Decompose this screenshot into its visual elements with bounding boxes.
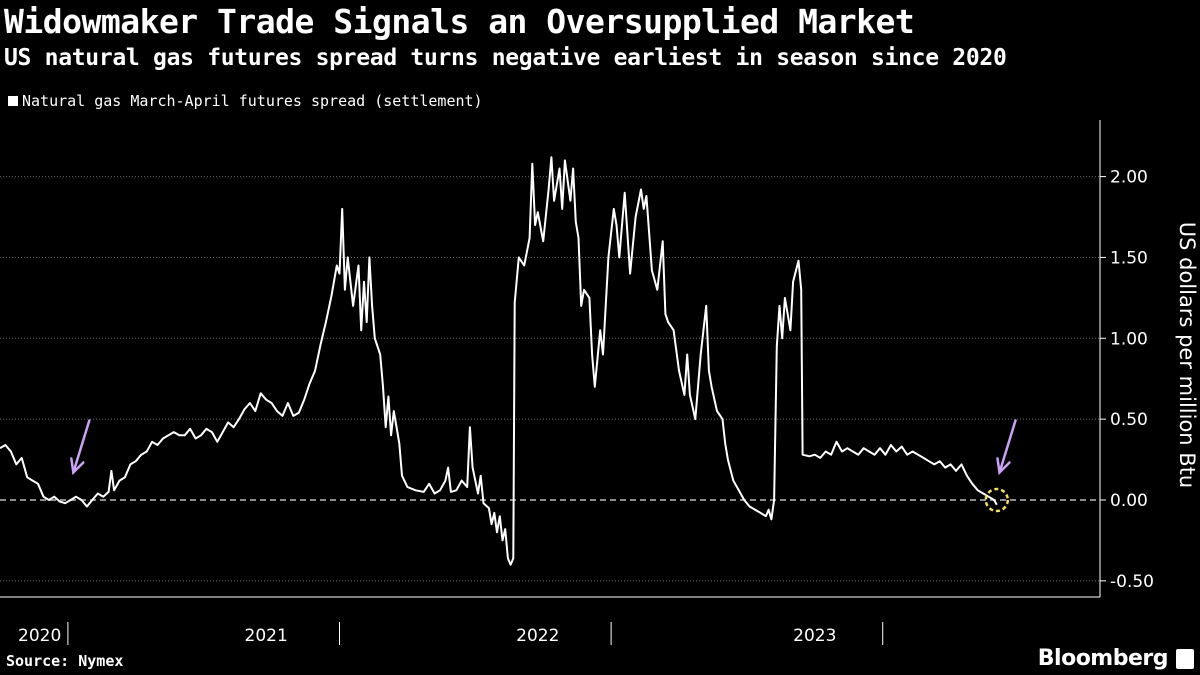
- series-line-0: [0, 156, 998, 566]
- y-tick-label-1: 0.00: [1110, 491, 1148, 511]
- y-axis-label: US dollars per million Btu: [1175, 221, 1199, 489]
- y-tick-label-2: 0.50: [1110, 410, 1148, 430]
- legend: Natural gas March-April futures spread (…: [8, 92, 483, 110]
- legend-swatch: [8, 96, 18, 106]
- source-note: Source: Nymex: [6, 652, 124, 670]
- arrow-2020-shaft: [72, 419, 91, 474]
- chart-subtitle: US natural gas futures spread turns nega…: [4, 45, 1007, 71]
- y-tick-label-3: 1.00: [1110, 329, 1148, 349]
- chart-title: Widowmaker Trade Signals an Oversupplied…: [4, 2, 915, 41]
- bloomberg-logo: Bloomberg: [1037, 646, 1169, 671]
- y-tick-label-5: 2.00: [1110, 168, 1148, 188]
- arrow-2020: [70, 419, 91, 476]
- y-tick-label-4: 1.50: [1110, 248, 1148, 268]
- legend-label: Natural gas March-April futures spread (…: [22, 92, 483, 110]
- arrow-2023-head: [996, 457, 1011, 476]
- x-tick-label-2022: 2022: [516, 626, 559, 646]
- arrow-2023-shaft: [998, 419, 1017, 474]
- y-tick-label-0: -0.50: [1110, 572, 1154, 592]
- x-tick-label-2020: 2020: [18, 626, 61, 646]
- chart-icon: [1176, 649, 1194, 669]
- x-tick-label-2021: 2021: [245, 626, 288, 646]
- arrow-2020-head: [70, 457, 85, 476]
- x-tick-label-2023: 2023: [793, 626, 836, 646]
- current-negative: [984, 487, 1010, 513]
- arrow-2023: [996, 419, 1017, 476]
